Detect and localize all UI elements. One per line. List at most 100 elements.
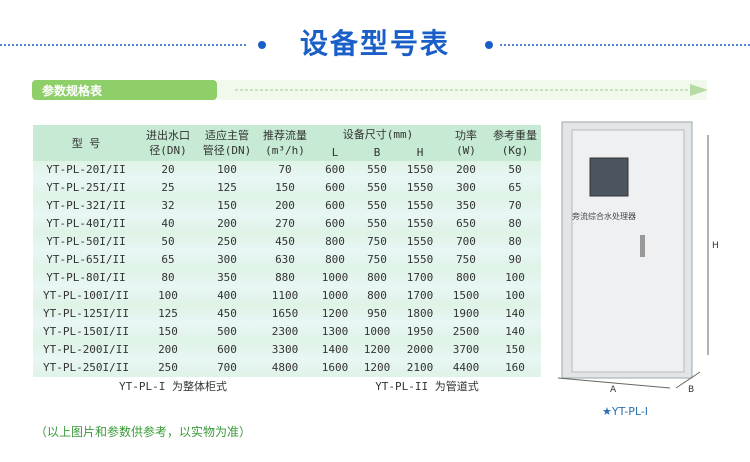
table-cell: 型 号 — [33, 125, 139, 161]
cell-text: 参考重量 — [493, 129, 537, 142]
cell-text: 40 — [161, 217, 175, 230]
cell-text: (Kg) — [501, 144, 529, 157]
table-cell: 400 — [197, 287, 257, 305]
note: （以上图片和参数供参考，以实物为准） — [35, 425, 252, 439]
cell-text: 1200 — [363, 343, 391, 356]
cell-text: 径(DN) — [149, 144, 187, 157]
table-cell: 70 — [257, 161, 313, 179]
cell-text: 1800 — [406, 307, 434, 320]
cell-text: 1700 — [406, 289, 434, 302]
table-cell: 1950 — [397, 323, 443, 341]
table-cell: 功率 (W) — [443, 125, 489, 161]
table-cell: 125 — [197, 179, 257, 197]
cell-text: (W) — [456, 144, 476, 157]
table-cell: 1900 — [443, 305, 489, 323]
table-cell: 160 — [489, 359, 541, 377]
table-cell: 270 — [257, 215, 313, 233]
cell-text: 80 — [508, 217, 522, 230]
table-cell: 550 — [357, 179, 397, 197]
cell-text: 250 — [158, 361, 178, 374]
table-cell: YT-PL-65I/II — [33, 251, 139, 269]
cell-text: 25 — [161, 181, 175, 194]
table-row: YT-PL-125I/II 125 450 1650 1200 950 1800 1900 14… — [33, 305, 541, 323]
table-cell: 100 — [489, 287, 541, 305]
table-row: YT-PL-50I/II 50 250 450 800 750 1550 700 80 — [33, 233, 541, 251]
table-cell: 600 — [313, 179, 357, 197]
table-row: YT-PL-65I/II 65 300 630 800 750 1550 750 90 — [33, 251, 541, 269]
cell-text: 32 — [161, 199, 175, 212]
cell-text: 140 — [505, 307, 525, 320]
cell-text: 350 — [217, 271, 237, 284]
table-cell: 800 — [357, 269, 397, 287]
table-cell: 1800 — [397, 305, 443, 323]
cell-text: 550 — [367, 199, 387, 212]
table-cell: L — [313, 143, 357, 161]
cell-text: 200 — [275, 199, 295, 212]
table-cell: 4800 — [257, 359, 313, 377]
table-row: YT-PL-32I/II 32 150 200 600 550 1550 350 70 — [33, 197, 541, 215]
cell-text: 适应主管 — [205, 129, 249, 142]
cell-text: 2500 — [452, 325, 480, 338]
bullet — [485, 41, 493, 49]
cell-text: 550 — [367, 217, 387, 230]
cell-text: 管径(DN) — [202, 144, 252, 157]
cell-text: 设备尺寸(mm) — [342, 127, 414, 141]
table-cell: 600 — [313, 197, 357, 215]
screen-label: 旁流综合水处理器 — [572, 211, 636, 221]
cell-text: 400 — [217, 289, 237, 302]
cell-text: 1500 — [452, 289, 480, 302]
cell-text: 150 — [217, 199, 237, 212]
table-cell: 2000 — [397, 341, 443, 359]
cell-text: 3300 — [271, 343, 299, 356]
table-cell: YT-PL-25I/II — [33, 179, 139, 197]
cell-text: 4400 — [452, 361, 480, 374]
table-cell: 1100 — [257, 287, 313, 305]
table-cell: 550 — [357, 197, 397, 215]
table-cell: 630 — [257, 251, 313, 269]
cell-text: YT-PL-100I/II — [42, 289, 130, 302]
table-row: YT-PL-80I/II 80 350 880 1000 800 1700 800 100 — [33, 269, 541, 287]
table-cell: 1650 — [257, 305, 313, 323]
cell-text: 1550 — [406, 253, 434, 266]
table-cell: 500 — [197, 323, 257, 341]
section-label: 参数规格表 — [42, 83, 103, 98]
cell-text: 1550 — [406, 163, 434, 176]
table-cell: 65 — [489, 179, 541, 197]
arrow — [690, 84, 708, 96]
cell-text: 1650 — [271, 307, 299, 320]
cell-text: 600 — [325, 199, 345, 212]
cell-text: 2000 — [406, 343, 434, 356]
cell-text: 1300 — [321, 325, 349, 338]
table-cell: 1700 — [397, 287, 443, 305]
cell-text: 700 — [217, 361, 237, 374]
handle — [640, 235, 645, 257]
table-row: 型 号进出水口 径(DN) 适应主管 管径(DN) 推荐流量 (m³/h) 设备尺寸(mm)… — [33, 125, 541, 161]
table-cell: 3300 — [257, 341, 313, 359]
table-cell: 800 — [313, 233, 357, 251]
table-cell: 200 — [139, 341, 197, 359]
table-row: YT-PL-25I/II 25 125 150 600 550 1550 300 65 — [33, 179, 541, 197]
cell-text: 1550 — [406, 199, 434, 212]
table-cell: 700 — [443, 233, 489, 251]
table-cell: 32 — [139, 197, 197, 215]
table-cell: 90 — [489, 251, 541, 269]
cell-text: 功率 — [455, 129, 477, 142]
table-cell: YT-PL-32I/II — [33, 197, 139, 215]
screen — [589, 157, 629, 197]
cell-text: 550 — [367, 163, 387, 176]
table-cell: 650 — [443, 215, 489, 233]
table-cell: 适应主管管径(DN) — [197, 125, 257, 161]
cell-text: YT-PL-80I/II — [46, 271, 126, 284]
dim-label: A — [610, 385, 617, 395]
cell-text: 600 — [325, 163, 345, 176]
cell-text: 350 — [456, 199, 476, 212]
cell-text: 150 — [505, 343, 525, 356]
cell-text: 200 — [158, 343, 178, 356]
table-cell: 50 — [489, 161, 541, 179]
cell-text: 1900 — [452, 307, 480, 320]
table-cell: 1550 — [397, 233, 443, 251]
cell-text: YT-PL-250I/II — [42, 361, 130, 374]
table-cell: YT-PL-100I/II — [33, 287, 139, 305]
cell-text: H — [416, 145, 424, 159]
